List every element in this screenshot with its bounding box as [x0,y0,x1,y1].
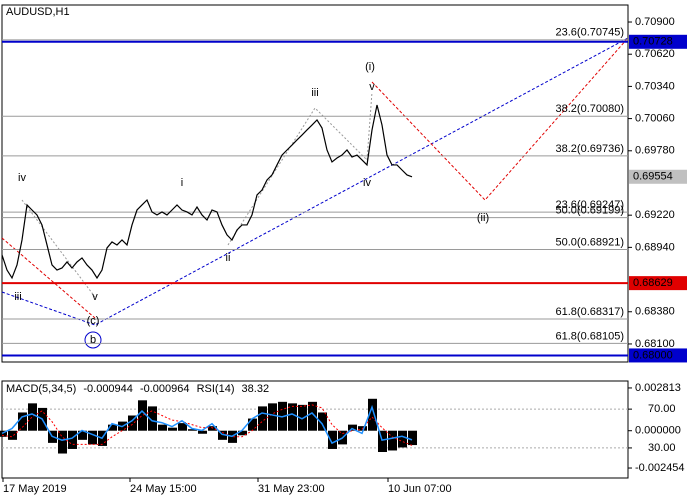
wave-circle [84,331,102,349]
price-tag [629,34,687,49]
y2-tick-label: 70.00 [648,403,676,415]
macd-bar [78,430,87,440]
macd-bar [68,430,77,449]
rsi-line [1,404,413,445]
wave-label: iv [363,177,371,189]
price-line [1,104,413,280]
macd-bar [88,430,97,445]
macd-bar [8,430,17,440]
fib-label: 38.2(0.69736) [556,143,625,155]
macd-bar [268,403,277,431]
macd-bar [378,430,387,453]
y-tick-label: 0.70340 [635,80,675,92]
fib-label: 23.6(0.70745) [556,27,625,39]
wave-label: (ii) [477,212,489,224]
y-tick-label: 0.000000 [635,425,681,437]
macd-bar [158,424,167,431]
macd-bar [258,406,267,431]
macd-bar [148,406,157,431]
macd-bar [348,424,357,431]
price-tag-label: 0.68000 [633,349,673,361]
macd-bar [178,423,187,431]
y-tick-label: 0.70060 [635,113,675,125]
price-tag [629,276,687,291]
macd-bar [128,415,137,431]
chart-title: AUDUSD,H1 [6,6,70,18]
macd-bar [28,403,37,431]
wave-label: (i) [365,61,375,73]
wave-label: iii [14,291,21,303]
macd-bar [168,427,177,431]
wave-label: iii [311,87,318,99]
wave-label: iv [18,172,26,184]
wave-line [1,37,629,326]
wave-line [1,237,96,319]
macd-bar [188,429,197,431]
macd-bar [308,401,317,431]
wave-line [371,37,629,201]
y2-tick-label: 30.00 [648,442,676,454]
fib-label: 50.0(0.68921) [556,236,625,248]
price-tag-label: 0.70728 [633,36,673,48]
rsi-name: RSI(14) [197,383,235,395]
y-tick-label: 0.69220 [635,209,675,221]
main-frame [1,4,629,363]
macd-bar [398,430,407,448]
y-tick-label: -0.002454 [635,462,685,474]
last-price-tag [629,169,687,184]
macd-bar [18,412,27,431]
wave-label: (c) [87,315,100,327]
macd-bar [408,430,417,446]
macd-bar [108,424,117,431]
fib-label: 38.2(0.70080) [556,103,625,115]
wave-line [21,199,96,298]
macd-value: -0.000944 [83,383,133,395]
macd-bar [318,412,327,431]
wave-label: b [90,334,96,346]
y-tick-label: 0.70900 [635,16,675,28]
macd-bar [328,430,337,449]
wave-label: i [181,177,183,189]
y-tick-label: 0.69780 [635,145,675,157]
signal-value: -0.000964 [140,383,190,395]
macd-bar [388,430,397,451]
signal-line [1,404,413,446]
wave-label: v [92,291,98,303]
wave-label: v [369,81,375,93]
fib-label: 50.0(0.69199) [556,204,625,216]
fib-label: 61.8(0.68105) [556,330,625,342]
indicator-frame [1,380,629,479]
indicator-header: MACD(5,34,5) -0.000944 -0.000964 RSI(14)… [6,383,269,395]
y-tick-label: 0.68100 [635,338,675,350]
y-tick-label: 0.68380 [635,306,675,318]
x-tick-label: 10 Jun 07:00 [388,483,452,495]
x-tick-label: 24 May 15:00 [130,483,197,495]
macd-bar [198,430,207,434]
macd-bar [238,430,247,436]
macd-bar [248,418,257,431]
price-tag [629,348,687,363]
x-tick-label: 31 May 23:00 [258,483,325,495]
last-price-label: 0.69554 [633,171,673,183]
macd-name: MACD(5,34,5) [6,383,76,395]
macd-bar [368,398,377,431]
macd-bar [218,430,227,440]
rsi-value: 38.32 [242,383,270,395]
y-tick-label: 0.002813 [635,382,681,394]
macd-bar [0,430,7,437]
macd-bar [138,400,147,431]
y-tick-label: 0.70620 [635,48,675,60]
fib-label: 61.8(0.68317) [556,306,625,318]
y-tick-label: 0.68940 [635,241,675,253]
fib-label: 23.6(0.69247) [556,199,625,211]
wave-line [227,91,373,246]
macd-bar [58,430,67,454]
price-tag-label: 0.68629 [633,277,673,289]
wave-label: ii [226,252,231,264]
x-tick-label: 17 May 2019 [3,483,67,495]
macd-bar [288,403,297,431]
